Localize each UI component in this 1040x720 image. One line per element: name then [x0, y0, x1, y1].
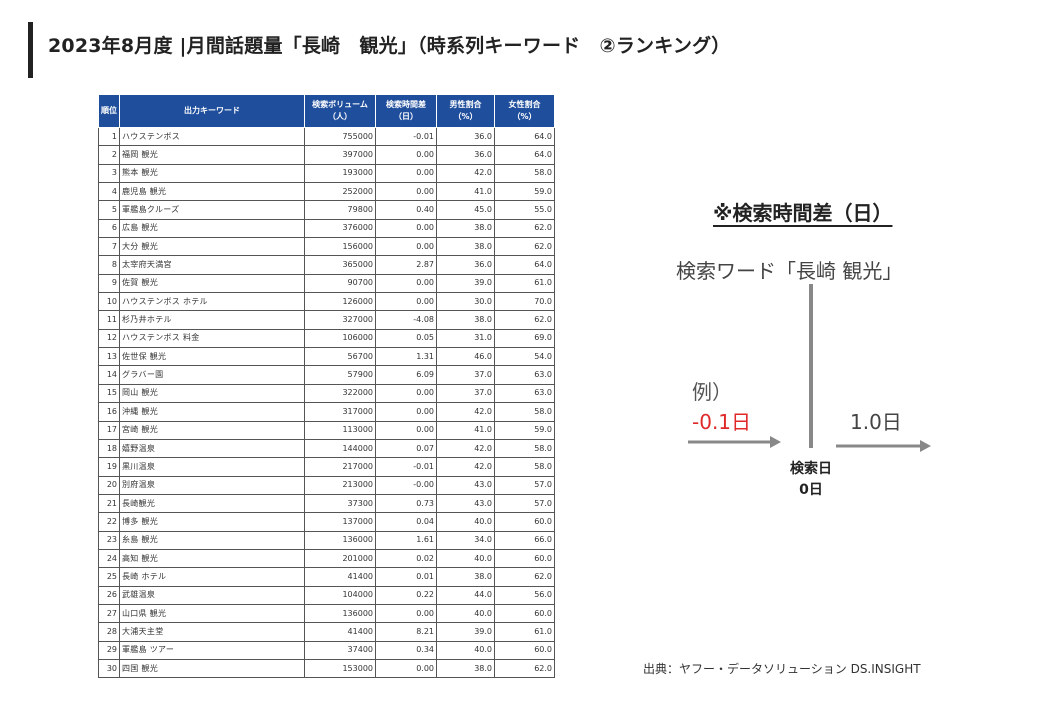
- header-diff: 検索時間差 （日）: [375, 94, 437, 128]
- header-volume-line2: （人）: [328, 112, 352, 121]
- header-female-line2: （%）: [512, 112, 537, 121]
- page-title: 2023年8月度 |月間話題量「長崎 観光」（時系列キーワード ②ランキング）: [48, 35, 731, 57]
- table-row: 13 佐世保 観光 56700 1.31 46.0 54.0: [98, 347, 555, 367]
- search-day-label-line1: 検索日: [790, 461, 832, 477]
- table-row: 11 杉乃井ホテル 327000 -4.08 38.0 62.0: [98, 310, 555, 330]
- table-row: 1 ハウステンボス 755000 -0.01 36.0 64.0: [98, 126, 555, 147]
- table-row: 24 高知 観光 201000 0.02 40.0 60.0: [98, 548, 555, 569]
- table-row: 29 軍艦島 ツアー 37400 0.34 40.0 60.0: [98, 640, 555, 660]
- search-day-line: [809, 284, 813, 448]
- negative-example: -0.1日: [692, 410, 752, 434]
- right-arrow-icon: [836, 440, 931, 452]
- header-diff-line2: （日）: [394, 112, 418, 121]
- table-row: 26 武雄温泉 104000 0.22 44.0 56.0: [98, 585, 555, 605]
- table-row: 21 長崎観光 37300 0.73 43.0 57.0: [98, 493, 555, 514]
- header-male-line1: 男性割合: [449, 100, 482, 109]
- header-female: 女性割合 （%）: [494, 94, 555, 128]
- note-title: ※検索時間差（日）: [713, 201, 893, 225]
- table-row: 6 広島 観光 376000 0.00 38.0 62.0: [98, 218, 555, 239]
- table-body: 1 ハウステンボス 755000 -0.01 36.0 64.0 2 福岡 観光 397000 0…: [98, 126, 555, 679]
- table-row: 4 鹿児島 観光 252000 0.00 41.0 59.0: [98, 182, 555, 202]
- table-row: 3 熊本 観光 193000 0.00 42.0 58.0: [98, 163, 555, 184]
- header-volume-line1: 検索ボリューム: [312, 100, 368, 109]
- positive-example: 1.0日: [850, 410, 902, 434]
- header-male-line2: （%）: [453, 112, 478, 121]
- table-row: 19 黒川温泉 217000 -0.01 42.0 58.0: [98, 457, 555, 477]
- table-row: 23 糸島 観光 136000 1.61 34.0 66.0: [98, 530, 555, 550]
- header-female-line1: 女性割合: [508, 100, 541, 109]
- table-row: 22 博多 観光 137000 0.04 40.0 60.0: [98, 512, 555, 532]
- table-row: 30 四国 観光 153000 0.00 38.0 62.0: [98, 658, 555, 679]
- table-row: 17 宮崎 観光 113000 0.00 41.0 59.0: [98, 420, 555, 440]
- search-day-label-line2: 0日: [799, 482, 823, 498]
- title-accent-bar: [28, 22, 33, 78]
- ranking-table: 順位 出力キーワード 検索ボリューム （人） 検索時間差 （日） 男性割合 （%…: [98, 94, 555, 679]
- table-header-row: 順位 出力キーワード 検索ボリューム （人） 検索時間差 （日） 男性割合 （%…: [98, 94, 555, 128]
- header-diff-line1: 検索時間差: [386, 100, 426, 109]
- source-credit: 出典：ヤフー・データソリューション DS.INSIGHT: [643, 662, 921, 676]
- volume-cell: 153000: [304, 658, 376, 679]
- header-keyword: 出力キーワード: [119, 94, 305, 128]
- header-volume: 検索ボリューム （人）: [304, 94, 376, 128]
- left-arrow-icon: [688, 436, 781, 448]
- table-row: 27 山口県 観光 136000 0.00 40.0 60.0: [98, 603, 555, 624]
- table-row: 16 沖縄 観光 317000 0.00 42.0 58.0: [98, 402, 555, 422]
- female-ratio-cell: 62.0: [494, 658, 555, 679]
- table-row: 9 佐賀 観光 90700 0.00 39.0 61.0: [98, 273, 555, 294]
- header-male: 男性割合 （%）: [436, 94, 495, 128]
- search-day-label: 検索日 0日: [776, 459, 846, 501]
- table-row: 14 グラバー園 57900 6.09 37.0 63.0: [98, 365, 555, 385]
- time-diff-cell: 0.00: [375, 658, 437, 679]
- example-label: 例）: [692, 380, 732, 404]
- search-word-label: 検索ワード「長崎 観光」: [676, 259, 903, 283]
